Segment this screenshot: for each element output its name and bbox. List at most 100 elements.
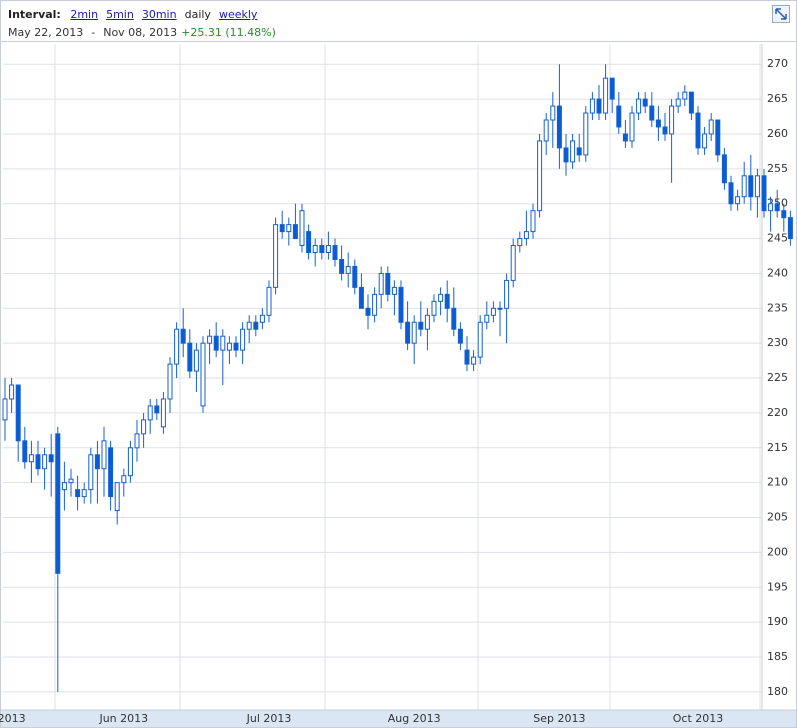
y-tick-label: 240 (767, 266, 788, 279)
candle-body (523, 231, 529, 240)
candle-body (550, 105, 556, 121)
expand-icon (775, 8, 787, 20)
candle-body (543, 119, 549, 142)
interval-link[interactable]: weekly (218, 8, 258, 21)
candle-body (81, 489, 87, 498)
candle-body (504, 279, 510, 309)
interval-link[interactable]: 30min (141, 8, 177, 21)
candle-body (603, 77, 609, 114)
change: +25.31 (11.48%) (181, 26, 276, 39)
candle-body (114, 482, 120, 512)
candle-body (127, 447, 133, 477)
candle-body (655, 119, 661, 128)
candle-body (332, 245, 338, 260)
candle-body (15, 384, 21, 442)
candle-body (642, 98, 648, 107)
candle-body (108, 447, 114, 498)
candle-body (530, 210, 536, 233)
candle-body (220, 335, 226, 351)
interval-link[interactable]: 2min (70, 8, 99, 21)
candle-body (649, 105, 655, 121)
start-date: May 22, 2013 (8, 26, 84, 39)
candle-body (754, 175, 760, 198)
candle-body (88, 454, 94, 491)
interval-row: Interval: 2min 5min 30min daily weekly (8, 8, 265, 21)
candle-body (213, 335, 219, 351)
candle-body (695, 112, 701, 149)
candle-body (702, 133, 708, 149)
candle-body (471, 356, 477, 365)
candle-body (735, 196, 741, 205)
interval-link[interactable]: 5min (106, 8, 134, 21)
candle-body (444, 293, 450, 309)
y-tick-label: 245 (767, 232, 788, 245)
candle-body (682, 91, 688, 100)
candle-body (22, 440, 28, 463)
candle-body (424, 314, 430, 330)
candle-body (517, 238, 523, 247)
candle-body (2, 398, 8, 421)
y-tick-label: 190 (767, 615, 788, 628)
x-axis-band (0, 710, 797, 728)
candle-body (563, 147, 569, 163)
expand-button[interactable] (772, 5, 790, 23)
candle-body (398, 286, 404, 323)
candle-body (715, 119, 721, 156)
candle-body (134, 433, 140, 449)
end-date: Nov 08, 2013 (103, 26, 178, 39)
candle-body (68, 478, 74, 484)
x-tick-label: Sep 2013 (533, 712, 585, 725)
candle-body (259, 314, 265, 323)
candle-body (325, 245, 331, 254)
candle-body (299, 210, 305, 247)
x-tick-label: 2013 (0, 712, 26, 725)
x-tick-label: Oct 2013 (673, 712, 724, 725)
candle-body (675, 98, 681, 107)
candle-body (358, 286, 364, 309)
candle-body (147, 405, 153, 421)
candle-body (477, 321, 483, 358)
y-tick-label: 210 (767, 476, 788, 489)
candle-body (688, 91, 694, 114)
separator: - (91, 26, 96, 39)
candle-body (457, 328, 463, 344)
candle-body (405, 321, 411, 344)
candle-body (589, 98, 595, 114)
candle-body (61, 482, 67, 491)
y-tick-label: 195 (767, 580, 788, 593)
y-tick-label: 220 (767, 406, 788, 419)
candle-body (741, 175, 747, 198)
candle-body (312, 245, 318, 254)
candle-body (292, 224, 298, 240)
candle-body (141, 419, 147, 435)
y-tick-label: 225 (767, 371, 788, 384)
y-tick-label: 215 (767, 441, 788, 454)
candle-body (616, 105, 622, 128)
candle-body (464, 349, 470, 365)
y-tick-label: 200 (767, 545, 788, 558)
candle-body (253, 321, 259, 330)
candle-body (306, 231, 312, 254)
candle-body (246, 321, 252, 330)
header: Interval: 2min 5min 30min daily weekly May 2… (0, 0, 797, 42)
candle-body (372, 293, 378, 316)
candle-body (570, 140, 576, 163)
candle-body (200, 342, 206, 407)
candle-body (556, 105, 562, 149)
y-tick-label: 265 (767, 92, 788, 105)
x-tick-label: Aug 2013 (388, 712, 441, 725)
y-tick-label: 185 (767, 650, 788, 663)
candle-body (193, 349, 199, 372)
y-tick-label: 180 (767, 685, 788, 698)
candle-body (207, 335, 213, 344)
candle-body (391, 286, 397, 295)
candle-body (174, 328, 180, 365)
candle-body (497, 307, 503, 310)
candle-body (154, 405, 160, 414)
y-tick-label: 235 (767, 301, 788, 314)
candle-body (636, 98, 642, 114)
candle-body (94, 454, 100, 470)
candle-body (160, 398, 166, 428)
y-tick-label: 260 (767, 127, 788, 140)
